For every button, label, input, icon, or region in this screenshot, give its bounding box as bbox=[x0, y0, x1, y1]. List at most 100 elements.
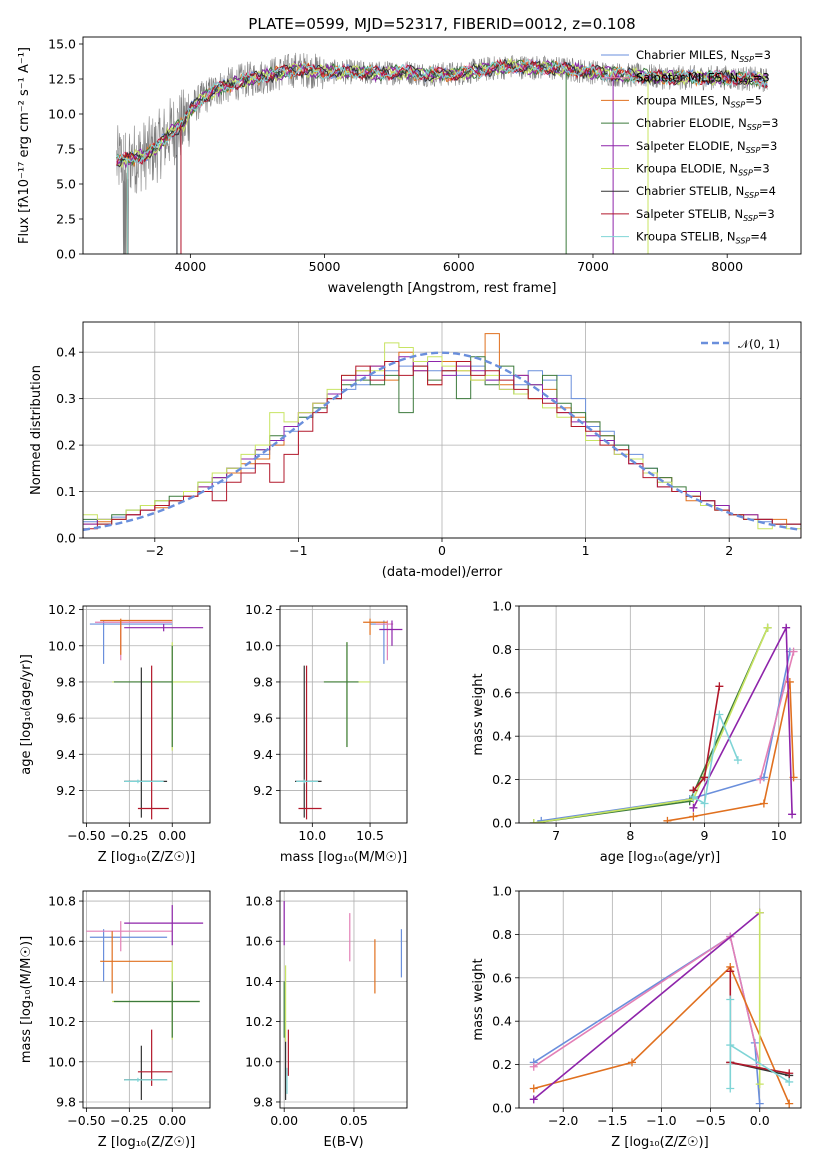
y-tick-label: 0.4 bbox=[56, 345, 76, 360]
x-tick-label: 0.00 bbox=[270, 1113, 298, 1128]
legend-entry: Kroupa STELIB, NSSP=4 bbox=[636, 230, 767, 246]
y-tick-label: 0.0 bbox=[492, 1101, 512, 1116]
x-tick-label: 8 bbox=[626, 828, 634, 843]
weight-series bbox=[692, 624, 793, 815]
data-point bbox=[113, 981, 200, 1038]
x-tick-label: 7000 bbox=[577, 259, 609, 274]
legend-entry: Kroupa MILES, NSSP=5 bbox=[636, 93, 762, 109]
data-point bbox=[375, 620, 394, 661]
x-tick-label: 0.00 bbox=[158, 828, 186, 843]
axes-frame bbox=[82, 605, 211, 824]
chart-mass_vs_Z: −0.50 −0.25 0.00 9.8 10.0 10.2 10.4 10.6 10.8 Z [… bbox=[19, 890, 211, 1150]
weight-plot bbox=[529, 623, 798, 823]
x-tick-label: 10.0 bbox=[298, 828, 326, 843]
plus-marker bbox=[785, 1099, 794, 1108]
data-point bbox=[124, 667, 168, 818]
y-tick-label: 0.8 bbox=[492, 927, 512, 942]
y-tick-label: 0.2 bbox=[492, 772, 512, 787]
gaussian-curve bbox=[83, 351, 801, 532]
data-point bbox=[137, 1029, 173, 1086]
plus-marker bbox=[785, 1077, 794, 1086]
x-tick-label: 9 bbox=[701, 828, 709, 843]
chart-title: PLATE=0599, MJD=52317, FIBERID=0012, z=0… bbox=[248, 15, 635, 33]
model-spectrum bbox=[116, 58, 768, 166]
plus-marker bbox=[689, 792, 698, 801]
y-tick-label: 10.6 bbox=[245, 934, 273, 949]
plus-marker bbox=[726, 1041, 735, 1050]
x-tick-label: −0.25 bbox=[110, 1113, 148, 1128]
y-tick-label: 15.0 bbox=[48, 37, 76, 52]
y-axis-label: Flux [fλ10⁻¹⁷ erg cm⁻² s⁻¹ A⁻¹] bbox=[17, 47, 32, 244]
plus-marker bbox=[785, 1069, 794, 1078]
data-point bbox=[323, 642, 359, 748]
errorbar-plot bbox=[295, 618, 403, 820]
plus-marker bbox=[755, 1080, 764, 1089]
x-tick-label: 0.00 bbox=[158, 1113, 186, 1128]
plus-marker bbox=[715, 682, 724, 691]
data-point bbox=[363, 618, 388, 635]
chart-spectrum: 4000 5000 6000 7000 8000 0.0 2.5 5.0 7.5 10.0 12.5… bbox=[17, 15, 802, 296]
plus-marker bbox=[759, 799, 768, 808]
chart-age_vs_mass: 10.0 10.5 9.2 9.4 9.6 9.8 10.0 10.2 mass [log₁₀(… bbox=[245, 602, 408, 865]
x-tick-label: 8000 bbox=[711, 259, 743, 274]
plus-marker bbox=[726, 1084, 735, 1093]
plus-marker bbox=[529, 1062, 538, 1071]
plus-marker bbox=[733, 756, 742, 765]
y-tick-label: 7.5 bbox=[56, 142, 76, 157]
x-tick-label: 5000 bbox=[309, 259, 341, 274]
data-point bbox=[124, 779, 164, 784]
axes-frame bbox=[82, 321, 802, 539]
model-spectrum bbox=[116, 60, 768, 169]
y-tick-label: 9.8 bbox=[253, 674, 273, 689]
x-tick-label: 1 bbox=[582, 543, 590, 558]
y-tick-label: 12.5 bbox=[48, 72, 76, 87]
data-point bbox=[86, 921, 173, 952]
data-point bbox=[100, 931, 173, 994]
chart-age_vs_Z: −0.50 −0.25 0.00 9.2 9.4 9.6 9.8 10.0 10.2 Z [log… bbox=[19, 602, 211, 865]
x-tick-label: 10 bbox=[771, 828, 787, 843]
data-point bbox=[89, 620, 173, 664]
y-tick-label: 9.2 bbox=[56, 783, 76, 798]
legend-entry: Salpeter STELIB, NSSP=3 bbox=[636, 207, 775, 223]
y-tick-label: 0.2 bbox=[56, 438, 76, 453]
chart-mass_vs_EBV: 0.00 0.05 9.8 10.0 10.2 10.4 10.6 10.8 E(B-V) bbox=[245, 890, 408, 1150]
x-axis-label: age [log₁₀(age/yr)] bbox=[600, 850, 721, 865]
chart-mass_weight_vs_Z: −2.0 −1.5 −1.0 −0.5 0.0 0.0 0.2 0.4 0.6 0.8 1.0 Z [… bbox=[471, 884, 802, 1150]
model-spectrum bbox=[116, 59, 768, 164]
legend-entry: Chabrier STELIB, NSSP=4 bbox=[636, 184, 776, 200]
x-tick-label: 2 bbox=[725, 543, 733, 558]
axes-frame bbox=[279, 890, 408, 1109]
x-axis-label: Z [log₁₀(Z/Z☉)] bbox=[611, 1135, 708, 1150]
weight-series bbox=[533, 935, 761, 1104]
y-tick-label: 10.0 bbox=[48, 638, 76, 653]
plus-marker bbox=[782, 623, 791, 632]
plus-marker bbox=[726, 995, 735, 1004]
y-tick-label: 0.6 bbox=[492, 685, 512, 700]
y-tick-label: 10.8 bbox=[48, 894, 76, 909]
x-tick-label: 0.05 bbox=[340, 1113, 368, 1128]
axes-frame bbox=[518, 890, 802, 1109]
x-tick-label: 7 bbox=[552, 828, 560, 843]
y-axis-label: age [log₁₀(age/yr)] bbox=[19, 654, 34, 775]
y-axis-label: Normed distribution bbox=[29, 365, 44, 495]
legend-entry: Salpeter MILES, NSSP=3 bbox=[636, 71, 770, 87]
y-tick-label: 1.0 bbox=[492, 884, 512, 899]
y-tick-label: 9.6 bbox=[56, 711, 76, 726]
x-tick-label: 4000 bbox=[174, 259, 206, 274]
legend-entry: Kroupa ELODIE, NSSP=3 bbox=[636, 162, 770, 178]
data-point bbox=[379, 620, 403, 646]
y-tick-label: 0.6 bbox=[492, 970, 512, 985]
plus-marker bbox=[663, 816, 672, 823]
x-tick-label: −1 bbox=[289, 543, 307, 558]
x-tick-label: 0.0 bbox=[750, 1113, 770, 1128]
y-tick-label: 0.2 bbox=[492, 1057, 512, 1072]
weight-series bbox=[692, 711, 739, 805]
plus-marker bbox=[700, 773, 709, 782]
y-tick-label: 10.0 bbox=[48, 107, 76, 122]
x-axis-label: mass [log₁₀(M/M☉)] bbox=[280, 850, 407, 865]
weight-series bbox=[533, 627, 769, 823]
x-tick-label: 10.5 bbox=[356, 828, 384, 843]
x-tick-label: −0.50 bbox=[67, 828, 105, 843]
y-tick-label: 9.4 bbox=[56, 747, 76, 762]
y-tick-label: 10.8 bbox=[245, 894, 273, 909]
